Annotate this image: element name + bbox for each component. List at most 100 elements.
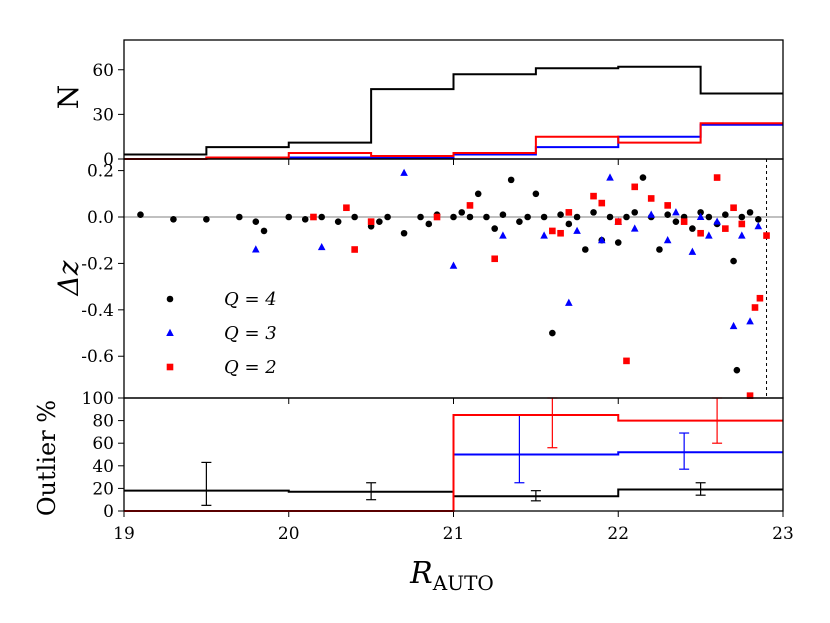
- y-tick-label: 60: [92, 61, 114, 81]
- y-tick-label: 100: [82, 389, 114, 409]
- x-tick-label: 19: [113, 524, 135, 544]
- point-Q3: [746, 317, 754, 325]
- axes-frame: [123, 397, 784, 512]
- point-Q4: [425, 220, 433, 228]
- point-Q4: [318, 213, 326, 221]
- point-Q4: [285, 213, 293, 221]
- point-Q2: [746, 392, 754, 399]
- legend-marker-Q3: [166, 328, 174, 336]
- point-Q3: [540, 231, 548, 239]
- point-Q2: [351, 246, 358, 253]
- point-Q3: [688, 247, 697, 255]
- y-tick-label: 40: [92, 457, 114, 477]
- point-Q4: [746, 209, 754, 216]
- point-Q3: [317, 242, 326, 251]
- point-Q2: [623, 357, 630, 365]
- point-Q2: [697, 229, 704, 237]
- point-Q4: [137, 211, 144, 218]
- y-label-middle: Δz: [52, 260, 85, 296]
- y-label-bottom: Outlier %: [33, 400, 61, 516]
- y-tick-label: 0: [103, 150, 114, 170]
- y-tick-label: 0.2: [87, 162, 114, 182]
- counts-panel: 0 30 60: [92, 39, 784, 170]
- point-Q4: [672, 218, 680, 225]
- point-Q4: [301, 216, 309, 223]
- point-Q3: [573, 226, 581, 234]
- point-Q4: [754, 216, 762, 223]
- point-Q4: [384, 213, 391, 221]
- point-Q4: [631, 209, 639, 216]
- point-Q4: [623, 213, 630, 221]
- legend-marker-Q2: [166, 363, 174, 371]
- point-Q4: [252, 218, 260, 225]
- point-Q4: [738, 213, 746, 221]
- point-Q4: [606, 213, 614, 221]
- x-tick-label: 22: [607, 524, 629, 544]
- point-Q4: [582, 246, 589, 253]
- y-tick-label: -0.2: [81, 254, 114, 274]
- y-tick-label: -0.4: [81, 301, 114, 321]
- axes-frame: [123, 158, 784, 399]
- point-Q4: [557, 211, 564, 218]
- point-Q4: [656, 246, 663, 253]
- point-Q3: [696, 212, 705, 221]
- x-tick-label: 23: [772, 524, 794, 544]
- point-Q2: [647, 195, 655, 202]
- y-tick-label: 30: [92, 105, 114, 125]
- point-Q4: [236, 213, 243, 221]
- point-Q4: [417, 213, 424, 221]
- point-Q4: [573, 213, 581, 221]
- point-Q2: [367, 218, 375, 225]
- point-Q4: [730, 257, 737, 265]
- point-Q3: [565, 298, 573, 306]
- point-Q2: [756, 294, 764, 302]
- point-Q2: [722, 225, 729, 232]
- point-Q4: [483, 213, 490, 221]
- y-label-top: N: [52, 85, 85, 110]
- point-Q2: [614, 218, 622, 225]
- delta-z-panel: -0.6 -0.4 -0.2 0.0 0.2 Q = 4 Q = 3 Q = 2: [81, 158, 784, 404]
- point-Q2: [598, 199, 606, 207]
- point-Q4: [260, 227, 268, 235]
- point-Q2: [680, 218, 688, 225]
- point-Q4: [376, 218, 383, 225]
- point-Q4: [532, 190, 540, 198]
- point-Q2: [557, 229, 564, 237]
- point-Q2: [713, 174, 721, 181]
- point-Q4: [590, 209, 597, 216]
- point-Q4: [697, 209, 704, 216]
- point-Q3: [663, 236, 672, 244]
- point-Q4: [705, 213, 713, 221]
- point-Q2: [343, 204, 350, 212]
- y-tick-label: 80: [92, 412, 114, 432]
- point-Q4: [351, 213, 358, 221]
- point-Q4: [639, 174, 647, 181]
- point-Q2: [763, 232, 770, 239]
- point-Q3: [499, 231, 507, 239]
- point-Q3: [713, 217, 721, 225]
- point-Q2: [751, 304, 759, 311]
- point-Q4: [170, 216, 177, 223]
- y-tick-label: -0.6: [81, 347, 114, 367]
- x-axis-label-subscript: AUTO: [432, 571, 494, 595]
- point-Q2: [310, 213, 317, 221]
- point-Q4: [722, 211, 729, 218]
- point-Q4: [203, 216, 210, 223]
- legend-label-Q4: Q = 4: [224, 289, 277, 310]
- x-tick-label: 21: [443, 524, 465, 544]
- point-Q2: [491, 255, 498, 263]
- point-Q2: [565, 209, 573, 216]
- point-Q3: [672, 208, 680, 216]
- point-Q3: [754, 222, 763, 230]
- point-Q2: [433, 213, 441, 221]
- point-Q3: [400, 168, 408, 176]
- x-tick-label: 20: [278, 524, 300, 544]
- point-Q4: [458, 209, 466, 216]
- point-Q4: [400, 229, 408, 237]
- point-Q2: [631, 183, 639, 191]
- point-Q4: [491, 225, 498, 232]
- x-axis-label: RAUTO: [409, 556, 494, 595]
- y-tick-label: 20: [92, 479, 114, 499]
- point-Q2: [549, 227, 556, 235]
